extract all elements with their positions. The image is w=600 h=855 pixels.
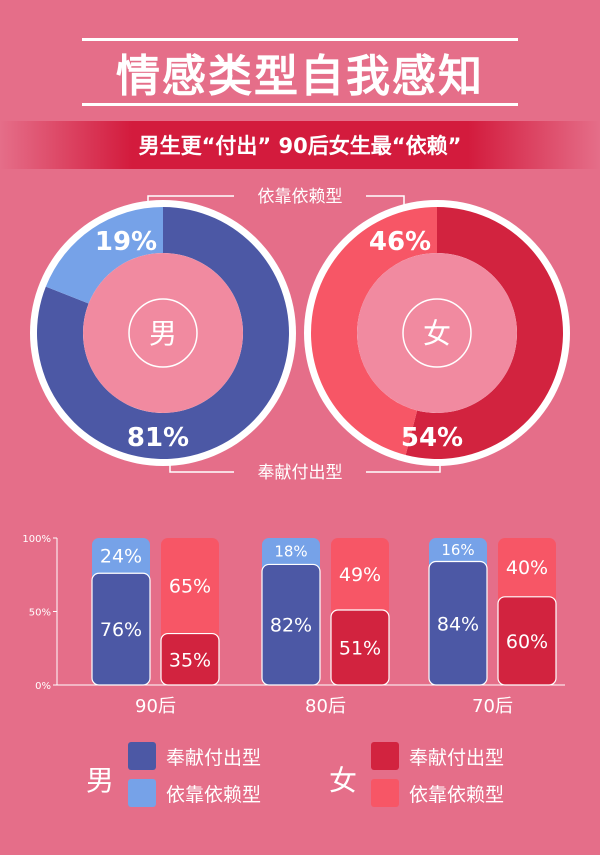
bar-label-90后-female-dependent: 65% [169,576,211,598]
donut-male-label-devoted: 81% [127,423,189,453]
y-tick-label: 100% [22,534,51,545]
donut-male: 男 81% 19% [30,200,296,466]
bar-80后-male-devoted [261,563,321,686]
donut-male-slice-dependent [45,207,164,304]
legend-swatch-female-devoted [371,742,399,770]
x-category-80后: 80后 [305,696,346,717]
bar-label-80后-male-dependent: 18% [274,543,307,561]
donut-male-hole [83,253,243,413]
legend-female-dependent: 依靠依赖型 [409,784,504,806]
bar-70后-male-devoted [428,560,488,686]
bar-label-70后-female-dependent: 40% [506,557,548,579]
bar-label-70后-male-devoted: 84% [437,613,479,635]
page-subtitle: 男生更“付出” 90后女生最“依赖” [138,134,462,158]
donut-female-center-label: 女 [423,317,451,350]
bar-label-80后-female-dependent: 49% [339,564,381,586]
donut-female: 女 54% 46% [304,200,570,466]
x-category-70后: 70后 [472,696,513,717]
callout-devoted: 奉献付出型 [258,463,343,483]
legend-female-devoted: 奉献付出型 [409,747,504,769]
x-category-90后: 90后 [135,696,176,717]
bar-90后-male-devoted [91,572,151,686]
bar-90后-female-devoted [160,632,220,686]
bar-label-70后-male-dependent: 16% [441,541,474,559]
donut-female-slice-dependent [310,207,437,456]
donut-female-label-devoted: 54% [401,423,463,453]
bar-label-70后-female-devoted: 60% [506,631,548,653]
donut-male-center-circle [128,298,198,368]
bar-label-90后-female-devoted: 35% [169,649,211,671]
bar-80后-female-devoted [330,609,390,686]
title-bar: 情感类型自我感知 [82,38,518,106]
legend-swatch-male-devoted [128,742,156,770]
legend-swatch-male-dependent [128,779,156,807]
page-title: 情感类型自我感知 [116,51,484,102]
legend-male-devoted: 奉献付出型 [166,747,261,769]
donut-charts: 男 81% 19% 女 54% 46% [30,200,570,466]
y-tick-label: 0% [35,681,51,692]
subtitle-banner: 男生更“付出” 90后女生最“依赖” [0,121,600,169]
donut-female-center-circle [402,298,472,368]
bar-label-80后-female-devoted: 51% [339,638,381,660]
bar-label-90后-male-dependent: 24% [100,545,142,567]
legend: 男 奉献付出型 依靠依赖型 女 奉献付出型 依靠依赖型 [86,742,504,807]
y-tick-label: 50% [29,608,51,619]
bar-label-80后-male-devoted: 82% [270,615,312,637]
donut-female-hole [357,253,517,413]
donut-female-label-dependent: 46% [369,227,431,257]
legend-male-label: 男 [86,764,114,797]
callout-dependent: 依靠依赖型 [258,187,343,207]
donut-male-center-label: 男 [149,317,177,350]
legend-male-dependent: 依靠依赖型 [166,784,261,806]
bar-label-90后-male-devoted: 76% [100,619,142,641]
legend-swatch-female-dependent [371,779,399,807]
bar-70后-female-devoted [497,596,557,686]
donut-male-label-dependent: 19% [95,227,157,257]
stacked-bar-chart: 0% 50% 100% 24% 76% 65% 35% 90后 18% 82% 49% 51% 80后 1… [22,534,565,717]
donut-male-slice-devoted [37,207,290,459]
donut-female-slice-devoted [405,207,563,459]
legend-female-label: 女 [329,764,357,797]
